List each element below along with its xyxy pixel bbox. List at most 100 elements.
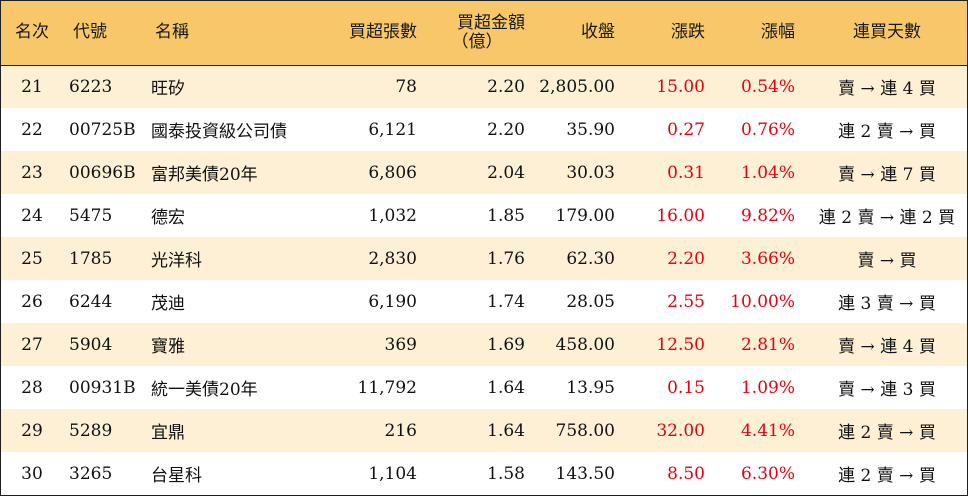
cell-code: 6223 (69, 76, 113, 97)
cell-consec-buy-days: 賣 → 連 4 買 (838, 337, 936, 357)
table-row: 23 00696B 富邦美債20年 6,806 2.04 30.03 0.31 1.04% 賣 … (1, 151, 967, 194)
cell-name: 台星科 (151, 466, 202, 486)
table-row: 26 6244 茂迪 6,190 1.74 28.05 2.55 10.00% 連 3 賣 → … (1, 280, 967, 323)
cell-code: 1785 (69, 248, 113, 269)
cell-net-buy-amount: 1.69 (487, 334, 525, 355)
cell-consec-buy-days: 連 3 賣 → 買 (838, 294, 936, 314)
cell-net-buy-amount: 1.76 (487, 248, 525, 269)
table-row: 27 5904 寶雅 369 1.69 458.00 12.50 2.81% 賣 → 連 4 買 (1, 323, 967, 366)
table-header: 名次 代號 名稱 買超張數 買超金額 （億） 收盤 漲跌 漲幅 連買天數 (1, 1, 967, 66)
cell-net-buy-lots: 1,104 (368, 463, 417, 484)
cell-net-buy-lots: 6,806 (368, 162, 417, 183)
cell-change-pct: 3.66% (740, 248, 795, 269)
header-net-buy-amount-unit: （億） (451, 31, 503, 52)
cell-close: 13.95 (566, 377, 615, 398)
cell-name: 國泰投資級公司債 (151, 122, 287, 142)
cell-consec-buy-days: 賣 → 買 (857, 251, 917, 271)
cell-net-buy-lots: 11,792 (357, 377, 417, 398)
cell-code: 00725B (69, 119, 136, 140)
cell-name: 光洋科 (151, 251, 202, 271)
cell-close: 35.90 (566, 119, 615, 140)
cell-close: 143.50 (555, 463, 615, 484)
cell-change-pct: 6.30% (740, 463, 795, 484)
cell-change: 8.50 (667, 463, 705, 484)
header-net-buy-amount-label: 買超金額 (457, 12, 525, 33)
cell-close: 28.05 (566, 291, 615, 312)
cell-rank: 27 (21, 334, 43, 355)
cell-code: 00931B (69, 377, 136, 398)
cell-code: 3265 (69, 463, 113, 484)
cell-net-buy-amount: 1.58 (487, 463, 525, 484)
cell-change-pct: 10.00% (730, 291, 795, 312)
cell-change-pct: 9.82% (740, 205, 795, 226)
cell-change-pct: 4.41% (740, 420, 795, 441)
header-rank: 名次 (1, 1, 63, 66)
cell-rank: 22 (21, 119, 43, 140)
cell-change: 32.00 (656, 420, 705, 441)
cell-net-buy-amount: 2.20 (487, 76, 525, 97)
cell-rank: 23 (21, 162, 43, 183)
header-close: 收盤 (537, 1, 627, 66)
table-body: 21 6223 旺矽 78 2.20 2,805.00 15.00 0.54% 賣 → 連 4 … (1, 65, 967, 495)
table-row: 28 00931B 統一美債20年 11,792 1.64 13.95 0.15 1.09% 賣… (1, 366, 967, 409)
table-row: 30 3265 台星科 1,104 1.58 143.50 8.50 6.30% 連 2 賣 →… (1, 452, 967, 495)
cell-change-pct: 0.54% (740, 76, 795, 97)
header-name: 名稱 (143, 1, 311, 66)
cell-close: 30.03 (566, 162, 615, 183)
table-row: 21 6223 旺矽 78 2.20 2,805.00 15.00 0.54% 賣 → 連 4 … (1, 65, 967, 108)
cell-rank: 26 (21, 291, 43, 312)
cell-code: 5475 (69, 205, 113, 226)
header-row: 名次 代號 名稱 買超張數 買超金額 （億） 收盤 漲跌 漲幅 連買天數 (1, 1, 967, 66)
header-consec-buy-days: 連買天數 (807, 1, 967, 66)
cell-close: 62.30 (566, 248, 615, 269)
cell-rank: 21 (21, 76, 43, 97)
table-row: 29 5289 宜鼎 216 1.64 758.00 32.00 4.41% 連 2 賣 → 買 (1, 409, 967, 452)
cell-change: 15.00 (656, 76, 705, 97)
cell-net-buy-lots: 2,830 (368, 248, 417, 269)
cell-change: 16.00 (656, 205, 705, 226)
cell-net-buy-lots: 369 (384, 334, 417, 355)
cell-name: 旺矽 (151, 79, 185, 100)
cell-change: 0.15 (667, 377, 705, 398)
cell-net-buy-lots: 1,032 (368, 205, 417, 226)
cell-name: 德宏 (151, 208, 185, 228)
cell-change: 2.55 (667, 291, 705, 312)
cell-change-pct: 0.76% (740, 119, 795, 140)
cell-close: 458.00 (555, 334, 615, 355)
cell-change: 2.20 (667, 248, 705, 269)
header-code: 代號 (63, 1, 143, 66)
cell-name: 寶雅 (151, 337, 185, 357)
cell-change-pct: 1.09% (740, 377, 795, 398)
cell-net-buy-amount: 1.74 (487, 291, 525, 312)
header-net-buy-amount: 買超金額 （億） (429, 1, 537, 66)
table-row: 24 5475 德宏 1,032 1.85 179.00 16.00 9.82% 連 2 賣 →… (1, 194, 967, 237)
cell-net-buy-lots: 216 (384, 420, 417, 441)
cell-net-buy-lots: 78 (395, 76, 417, 97)
cell-close: 2,805.00 (539, 76, 615, 97)
cell-change: 0.31 (667, 162, 705, 183)
cell-change: 12.50 (656, 334, 705, 355)
cell-consec-buy-days: 連 2 賣 → 買 (838, 466, 936, 486)
header-change: 漲跌 (627, 1, 717, 66)
cell-change-pct: 2.81% (740, 334, 795, 355)
cell-consec-buy-days: 賣 → 連 4 買 (838, 79, 936, 100)
cell-code: 5289 (69, 420, 113, 441)
cell-rank: 30 (21, 463, 43, 484)
cell-change-pct: 1.04% (740, 162, 795, 183)
cell-rank: 29 (21, 420, 43, 441)
cell-close: 758.00 (555, 420, 615, 441)
cell-name: 富邦美債20年 (151, 165, 258, 185)
cell-net-buy-amount: 2.20 (487, 119, 525, 140)
cell-change: 0.27 (667, 119, 705, 140)
cell-net-buy-amount: 1.64 (487, 420, 525, 441)
cell-net-buy-amount: 2.04 (487, 162, 525, 183)
cell-rank: 25 (21, 248, 43, 269)
table-row: 25 1785 光洋科 2,830 1.76 62.30 2.20 3.66% 賣 → 買 (1, 237, 967, 280)
cell-consec-buy-days: 賣 → 連 7 買 (838, 165, 936, 185)
cell-net-buy-amount: 1.85 (487, 205, 525, 226)
cell-rank: 24 (21, 205, 43, 226)
header-change-pct: 漲幅 (717, 1, 807, 66)
cell-close: 179.00 (555, 205, 615, 226)
